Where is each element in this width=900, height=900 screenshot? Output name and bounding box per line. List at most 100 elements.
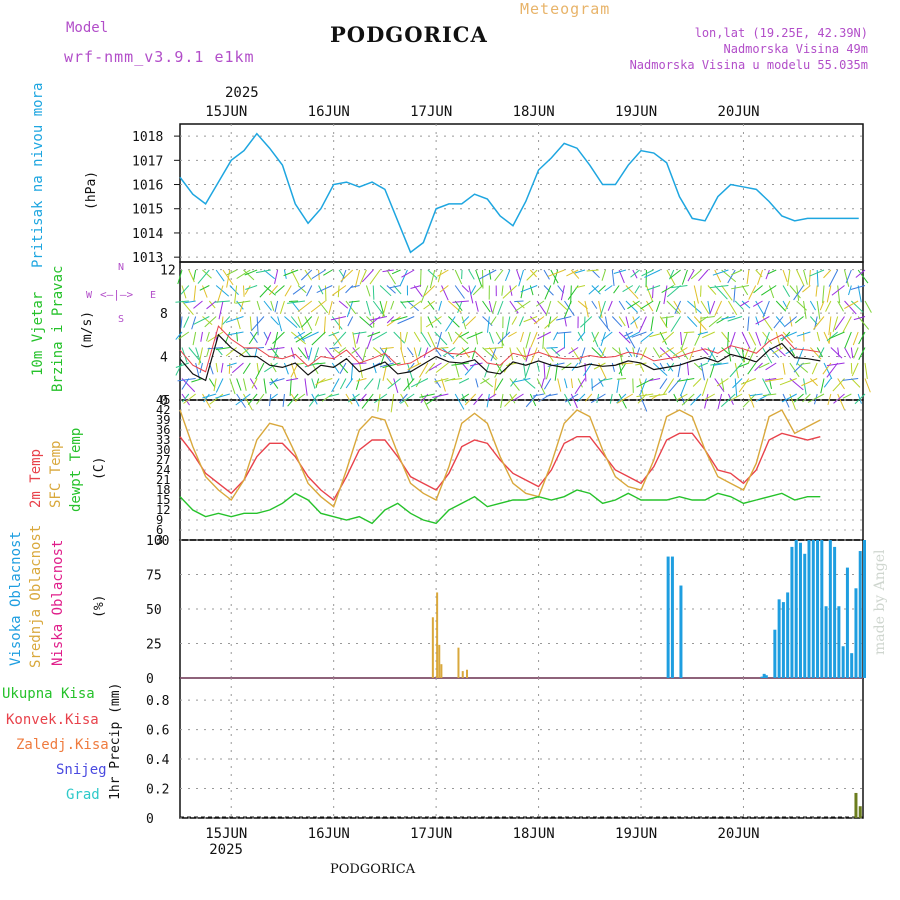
wind-arrow <box>570 393 578 409</box>
wind-arrow <box>857 316 870 330</box>
wind-arrow <box>490 347 497 362</box>
wind-arrow <box>466 331 483 340</box>
wind-arrow <box>215 285 230 297</box>
wind-arrow <box>692 378 702 387</box>
wind-arrow <box>803 300 807 319</box>
wind-arrow <box>757 269 764 285</box>
wind-arrow <box>328 300 333 316</box>
wind-arrow <box>235 300 251 304</box>
wind-arrow <box>823 378 832 388</box>
wind-arrow <box>372 331 388 341</box>
wind-arrow <box>738 378 750 393</box>
wind-arrow <box>202 316 213 326</box>
compass-w: W <box>86 290 93 301</box>
wind-arrow <box>842 316 852 333</box>
wind-arrow <box>437 269 449 277</box>
wind-arrow <box>363 378 374 390</box>
wind-arrow <box>714 269 722 283</box>
wind-arrow <box>304 347 309 360</box>
wind-arrow <box>848 285 852 296</box>
wind-arrow <box>592 331 600 343</box>
wind-arrow <box>509 378 520 391</box>
meteogram-title: Meteogram <box>520 0 611 18</box>
wind-arrow <box>544 316 558 329</box>
wind-arrow <box>785 347 797 355</box>
wind-arrow <box>543 378 552 390</box>
wind-arrow <box>454 300 463 312</box>
wind-arrow <box>447 331 453 342</box>
day-label-bottom: 16JUN <box>308 826 350 842</box>
temp-tick-label: 18 <box>156 483 170 497</box>
wind-arrow <box>365 300 371 316</box>
wind-arrow <box>315 393 326 397</box>
wind-arrow <box>764 378 777 381</box>
year-label-bottom: 2025 <box>209 842 243 858</box>
wind-arrow <box>693 300 697 314</box>
wind-arrow <box>202 285 208 298</box>
wind-arrow <box>215 393 230 399</box>
wind-arrow <box>251 378 258 389</box>
wind-arrow <box>672 347 688 357</box>
wind-arrow <box>215 378 224 393</box>
wind-arrow <box>639 393 648 412</box>
wind-arrow <box>282 393 285 407</box>
wind-arrow <box>823 331 830 344</box>
wind-arrow <box>747 347 757 365</box>
wind-arrow <box>625 316 630 328</box>
wind-arrow <box>297 331 306 342</box>
wind-arrow <box>834 316 845 331</box>
wind-arrow <box>283 269 299 277</box>
wind-arrow <box>655 300 661 312</box>
wind-arrow <box>386 285 396 294</box>
wind-arrow <box>659 378 668 390</box>
wind-arrow <box>627 300 640 310</box>
wind-arrow <box>274 269 279 284</box>
wind-arrow <box>377 378 381 390</box>
wind-arrow <box>432 393 449 398</box>
wind-arrow <box>427 269 438 279</box>
wind-arrow <box>789 285 801 299</box>
wind-arrow <box>215 269 225 282</box>
wind-arrow <box>418 347 422 357</box>
wind-arrow <box>423 285 436 297</box>
wind-arrow <box>509 300 519 314</box>
wind-arrow <box>231 362 244 374</box>
wind-arrow <box>215 347 230 351</box>
wind-arrow <box>448 316 460 328</box>
wind-arrow <box>427 316 434 328</box>
wind-arrow <box>290 393 297 402</box>
wind-arrow <box>716 316 729 324</box>
wind-arrow <box>796 347 804 366</box>
wind-arrow <box>525 331 531 349</box>
wind-arrow <box>243 269 255 281</box>
temp-tick-label: 21 <box>156 473 170 487</box>
temp-tick-label: 36 <box>156 423 170 437</box>
wind-arrow <box>459 331 470 338</box>
wind-arrow <box>690 393 702 406</box>
wind-arrow <box>304 269 313 281</box>
wind-arrow <box>263 285 276 296</box>
wind-arrow <box>616 378 626 380</box>
wind-arrow <box>270 362 277 373</box>
wind-arrow <box>359 269 367 285</box>
wind-arrow <box>646 300 654 312</box>
wind-arrow <box>659 331 668 345</box>
wind-arrow <box>318 378 333 384</box>
wind-arrow <box>543 362 546 380</box>
wind-arrow <box>191 378 203 383</box>
cloud-bar <box>457 647 460 678</box>
wind-arrow <box>199 285 210 291</box>
wind-arrow <box>631 331 647 338</box>
wind-arrow <box>818 347 825 359</box>
wind-arrow <box>601 269 606 281</box>
wind-arrow <box>570 378 574 389</box>
wind-arrow <box>802 393 811 403</box>
wind-arrow <box>488 331 494 344</box>
wind-arrow <box>659 362 665 372</box>
cloud-bar <box>670 556 674 678</box>
temp-tick-label: 30 <box>156 443 170 457</box>
wind-arrow <box>599 378 613 382</box>
wind-arrow <box>809 300 816 311</box>
wind-arrow <box>311 378 316 389</box>
wind-arrow <box>523 378 536 389</box>
